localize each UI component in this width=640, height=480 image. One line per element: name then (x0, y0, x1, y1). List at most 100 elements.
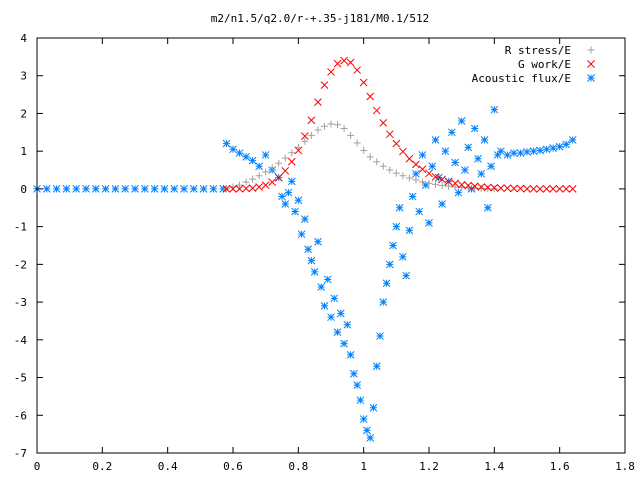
data-point (568, 185, 577, 193)
data-point (330, 294, 339, 303)
data-point (434, 173, 443, 182)
data-point (536, 146, 544, 155)
legend-marker (587, 74, 595, 82)
data-point (281, 154, 289, 162)
data-point (229, 145, 237, 154)
data-point (415, 207, 424, 216)
data-point (150, 185, 159, 193)
data-point (549, 144, 557, 153)
data-point (379, 298, 388, 306)
data-point (379, 119, 388, 127)
data-point (209, 185, 218, 193)
data-point (493, 151, 502, 159)
data-point (441, 147, 450, 156)
data-point (359, 78, 368, 87)
data-point (52, 185, 61, 193)
data-point (317, 283, 326, 291)
data-point (490, 183, 499, 192)
x-tick-label: 0.4 (158, 460, 178, 473)
data-point (408, 192, 417, 201)
data-point (350, 369, 358, 378)
data-point (372, 106, 381, 115)
data-point (382, 279, 391, 288)
data-point (340, 56, 348, 65)
x-tick-label: 1.4 (484, 460, 504, 473)
plot-area (33, 56, 577, 442)
x-tick-label: 0.2 (92, 460, 112, 473)
y-tick-label: 0 (20, 183, 27, 196)
data-point (477, 183, 486, 191)
data-point (304, 245, 312, 254)
data-point (294, 146, 303, 155)
data-point (373, 158, 381, 166)
data-point (392, 222, 401, 231)
data-point (340, 125, 348, 133)
data-point (314, 237, 322, 246)
data-point (320, 81, 329, 90)
data-point (568, 136, 577, 144)
data-point (275, 159, 283, 167)
data-point (438, 200, 446, 208)
legend-marker (587, 60, 595, 68)
data-point (346, 58, 355, 67)
data-point (555, 142, 564, 151)
data-point (523, 148, 531, 156)
data-point (281, 166, 290, 175)
data-point (278, 192, 286, 201)
data-point (356, 396, 365, 405)
data-point (503, 151, 512, 159)
data-point (307, 131, 315, 139)
x-tick-label: 0.6 (223, 460, 243, 473)
data-point (287, 157, 296, 166)
x-tick-label: 1 (360, 460, 367, 473)
y-tick-label: -7 (14, 447, 27, 460)
data-point (255, 172, 263, 180)
data-point (461, 166, 469, 174)
data-point (483, 203, 492, 212)
data-point (487, 162, 495, 171)
data-point (425, 219, 433, 227)
y-tick-label: -4 (14, 334, 28, 347)
y-tick-label: -3 (14, 296, 27, 309)
data-point (542, 145, 551, 154)
data-point (470, 182, 479, 191)
data-point (425, 169, 433, 178)
data-point (170, 185, 179, 193)
series-2 (33, 105, 577, 442)
data-point (327, 68, 335, 76)
data-point (399, 147, 407, 156)
data-point (464, 181, 473, 190)
data-point (242, 178, 250, 186)
data-point (549, 185, 557, 193)
data-point (333, 59, 342, 68)
data-point (490, 105, 499, 114)
y-tick-label: -5 (14, 372, 27, 385)
data-point (366, 92, 375, 101)
x-tick-label: 1.6 (550, 460, 570, 473)
data-point (418, 178, 426, 186)
data-point (457, 117, 466, 125)
data-point (160, 185, 169, 193)
data-point (484, 185, 492, 193)
data-point (359, 415, 368, 423)
data-point (412, 176, 420, 184)
data-point (444, 177, 453, 186)
data-point (101, 185, 110, 193)
data-point (72, 185, 81, 193)
data-point (405, 226, 414, 235)
series-1 (222, 56, 577, 193)
y-tick-label: 1 (20, 145, 27, 158)
data-point (432, 180, 440, 188)
data-point (386, 166, 394, 174)
data-point (301, 137, 309, 145)
data-point (294, 196, 303, 205)
data-point (562, 185, 571, 193)
data-point (366, 434, 375, 442)
data-point (555, 185, 564, 193)
data-point (477, 169, 486, 178)
data-point (376, 332, 384, 340)
data-point (287, 177, 296, 186)
y-tick-label: -1 (14, 221, 27, 234)
data-point (510, 149, 518, 157)
